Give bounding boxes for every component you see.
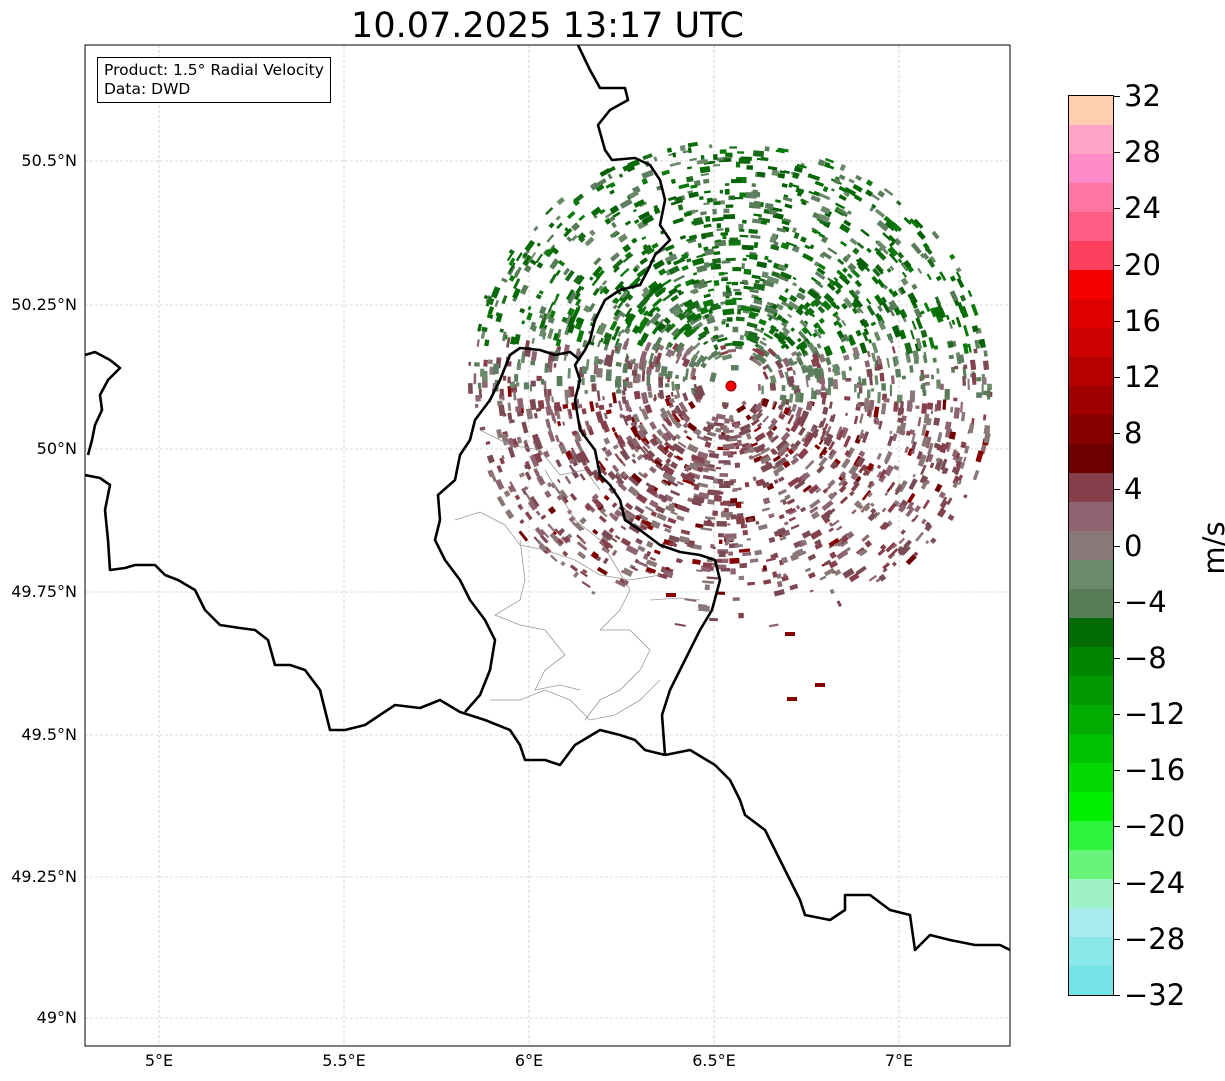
colorbar-tick-label: 16 — [1124, 303, 1161, 338]
colorbar-segment — [1069, 241, 1113, 270]
colorbar-segment — [1069, 531, 1113, 560]
colorbar-segment — [1069, 850, 1113, 879]
map-title: 10.07.2025 13:17 UTC — [351, 6, 744, 46]
colorbar-tick-label: −12 — [1124, 697, 1186, 732]
colorbar-tick-label: −32 — [1124, 978, 1186, 1012]
colorbar-segment — [1069, 589, 1113, 618]
colorbar-tick-mark — [1114, 264, 1120, 266]
colorbar-tick-mark — [1114, 938, 1120, 940]
colorbar-segment — [1069, 908, 1113, 937]
y-tick-50-25n: 50.25°N — [11, 295, 77, 314]
colorbar-segment — [1069, 502, 1113, 531]
colorbar-segment — [1069, 821, 1113, 850]
colorbar-tick-mark — [1114, 545, 1120, 547]
colorbar-segment — [1069, 125, 1113, 154]
colorbar-segment — [1069, 415, 1113, 444]
colorbar-tick-label: −20 — [1124, 809, 1186, 844]
colorbar-segment — [1069, 183, 1113, 212]
colorbar-tick-label: 20 — [1124, 247, 1161, 282]
colorbar-tick-label: 24 — [1124, 191, 1161, 226]
colorbar-segment — [1069, 473, 1113, 502]
colorbar-segment — [1069, 299, 1113, 328]
colorbar-tick-mark — [1114, 995, 1120, 996]
x-tick-7e: 7°E — [884, 1051, 914, 1070]
colorbar-tick-mark — [1114, 657, 1120, 659]
colorbar-tick-label: −24 — [1124, 865, 1186, 900]
colorbar-unit-label: m/s — [1197, 521, 1225, 575]
colorbar-segment — [1069, 270, 1113, 299]
colorbar-tick-mark — [1114, 489, 1120, 491]
colorbar-tick-label: −16 — [1124, 753, 1186, 788]
x-tick-6-5e: 6.5°E — [692, 1051, 736, 1070]
legend-data-line: Data: DWD — [104, 80, 191, 98]
colorbar-tick-mark — [1114, 152, 1120, 154]
colorbar-segment — [1069, 937, 1113, 966]
colorbar-segment — [1069, 328, 1113, 357]
colorbar-tick-label: 0 — [1124, 528, 1143, 563]
colorbar-segment — [1069, 96, 1113, 125]
colorbar-segment — [1069, 763, 1113, 792]
colorbar-tick-mark — [1114, 208, 1120, 210]
colorbar-tick-mark — [1114, 826, 1120, 828]
colorbar-tick-mark — [1114, 714, 1120, 716]
colorbar-tick-label: −4 — [1124, 584, 1167, 619]
colorbar-tick-label: 4 — [1124, 472, 1143, 507]
y-tick-49-75n: 49.75°N — [11, 582, 77, 601]
velocity-colorbar — [1068, 95, 1114, 996]
x-tick-6e: 6°E — [514, 1051, 544, 1070]
colorbar-segment — [1069, 879, 1113, 908]
colorbar-segment — [1069, 444, 1113, 473]
y-tick-49-5n: 49.5°N — [21, 725, 77, 744]
colorbar-segment — [1069, 212, 1113, 241]
radar-site-marker — [725, 380, 737, 392]
colorbar-tick-mark — [1114, 320, 1120, 322]
colorbar-segment — [1069, 676, 1113, 705]
colorbar-tick-label: 8 — [1124, 416, 1143, 451]
colorbar-tick-label: −8 — [1124, 640, 1167, 675]
colorbar-segment — [1069, 792, 1113, 821]
colorbar-tick-label: 32 — [1124, 79, 1161, 113]
colorbar-segment — [1069, 734, 1113, 763]
y-tick-50n: 50°N — [36, 439, 77, 458]
colorbar-tick-mark — [1114, 433, 1120, 435]
internal-borders — [454, 429, 701, 721]
radar-echoes — [467, 141, 993, 701]
colorbar-segment — [1069, 357, 1113, 386]
colorbar-tick-label: 12 — [1124, 359, 1161, 394]
colorbar-segment — [1069, 154, 1113, 183]
colorbar-tick-mark — [1114, 376, 1120, 378]
colorbar-segment — [1069, 966, 1113, 995]
colorbar-tick-mark — [1114, 601, 1120, 603]
y-tick-49-25n: 49.25°N — [11, 867, 77, 886]
legend-product-line: Product: 1.5° Radial Velocity — [104, 61, 324, 79]
colorbar-tick-mark — [1114, 882, 1120, 884]
colorbar-tick-label: −28 — [1124, 921, 1186, 956]
colorbar-tick-mark — [1114, 96, 1120, 97]
x-tick-5e: 5°E — [144, 1051, 174, 1070]
country-borders — [85, 45, 1010, 952]
colorbar-tick-label: 28 — [1124, 135, 1161, 170]
y-tick-50-5n: 50.5°N — [21, 151, 77, 170]
product-legend: Product: 1.5° Radial Velocity Data: DWD — [97, 57, 331, 103]
colorbar-tick-mark — [1114, 770, 1120, 772]
y-tick-49n: 49°N — [36, 1008, 77, 1027]
colorbar-segment — [1069, 618, 1113, 647]
colorbar-segment — [1069, 705, 1113, 734]
colorbar-segment — [1069, 560, 1113, 589]
colorbar-segment — [1069, 386, 1113, 415]
colorbar-segment — [1069, 647, 1113, 676]
x-tick-5-5e: 5.5°E — [322, 1051, 366, 1070]
